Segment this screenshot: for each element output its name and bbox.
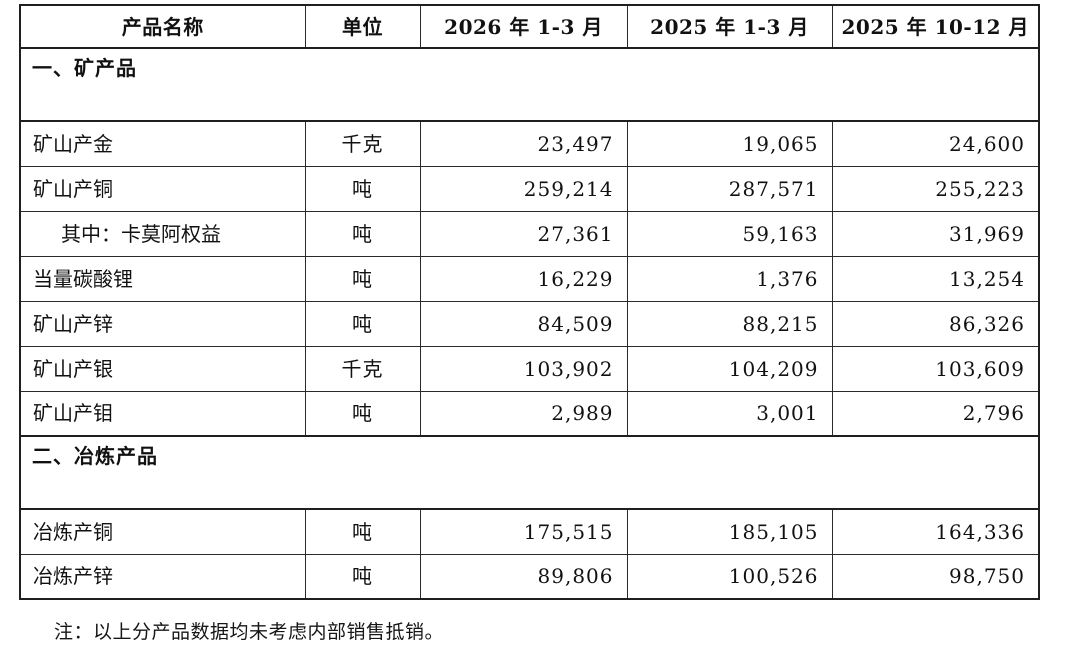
unit-value: 吨 — [304, 300, 421, 347]
section-row-mine-products: 一、矿产品 — [19, 47, 1040, 122]
value-2025-q1: 59,163 — [626, 210, 833, 257]
value-2025-q1: 88,215 — [626, 300, 833, 347]
value-2025-q4: 13,254 — [831, 255, 1040, 302]
unit-value: 吨 — [304, 165, 421, 212]
value-2026-q1: 23,497 — [419, 120, 628, 167]
document-page: 产品名称 单位 2026 年 1-3 月 2025 年 1-3 月 2025 年… — [0, 4, 1080, 667]
product-name: 矿山产锌 — [19, 300, 306, 347]
product-name: 矿山产银 — [19, 345, 306, 392]
header-period-2026-q1: 2026 年 1-3 月 — [419, 4, 628, 49]
header-row: 产品名称 单位 2026 年 1-3 月 2025 年 1-3 月 2025 年… — [19, 4, 1040, 49]
value-2025-q4: 255,223 — [831, 165, 1040, 212]
section-row-smelted-products: 二、冶炼产品 — [19, 435, 1040, 510]
table-header: 产品名称 单位 2026 年 1-3 月 2025 年 1-3 月 2025 年… — [19, 4, 1040, 49]
footnote-text: 注：以上分产品数据均未考虑内部销售抵销。 — [54, 621, 445, 643]
unit-value: 吨 — [304, 553, 421, 600]
production-volume-table: 产品名称 单位 2026 年 1-3 月 2025 年 1-3 月 2025 年… — [19, 4, 1040, 600]
value-2025-q1: 185,105 — [626, 508, 833, 555]
value-2025-q1: 287,571 — [626, 165, 833, 212]
unit-value: 吨 — [304, 508, 421, 555]
table-row-mined-copper: 矿山产铜 吨 259,214 287,571 255,223 — [19, 165, 1040, 212]
value-2026-q1: 2,989 — [419, 390, 628, 437]
table-row-mined-silver: 矿山产银 千克 103,902 104,209 103,609 — [19, 345, 1040, 392]
unit-value: 吨 — [304, 255, 421, 302]
table-row-smelted-copper: 冶炼产铜 吨 175,515 185,105 164,336 — [19, 508, 1040, 555]
value-2025-q4: 31,969 — [831, 210, 1040, 257]
value-2026-q1: 27,361 — [419, 210, 628, 257]
unit-value: 吨 — [304, 390, 421, 437]
unit-value: 千克 — [304, 120, 421, 167]
value-2025-q4: 103,609 — [831, 345, 1040, 392]
section-title: 一、矿产品 — [19, 47, 1040, 122]
value-2025-q1: 19,065 — [626, 120, 833, 167]
unit-value: 吨 — [304, 210, 421, 257]
value-2025-q1: 104,209 — [626, 345, 833, 392]
product-name: 矿山产铜 — [19, 165, 306, 212]
header-product-name: 产品名称 — [19, 4, 306, 49]
table-row-lithium-carbonate-equivalent: 当量碳酸锂 吨 16,229 1,376 13,254 — [19, 255, 1040, 302]
product-name: 矿山产金 — [19, 120, 306, 167]
value-2025-q4: 24,600 — [831, 120, 1040, 167]
value-2026-q1: 103,902 — [419, 345, 628, 392]
value-2026-q1: 89,806 — [419, 553, 628, 600]
product-name: 其中：卡莫阿权益 — [19, 210, 306, 257]
product-name: 矿山产钼 — [19, 390, 306, 437]
header-unit: 单位 — [304, 4, 421, 49]
value-2025-q4: 2,796 — [831, 390, 1040, 437]
value-2026-q1: 84,509 — [419, 300, 628, 347]
value-2025-q4: 98,750 — [831, 553, 1040, 600]
table-row-mined-zinc: 矿山产锌 吨 84,509 88,215 86,326 — [19, 300, 1040, 347]
value-2025-q1: 3,001 — [626, 390, 833, 437]
section-title: 二、冶炼产品 — [19, 435, 1040, 510]
header-period-2025-q1: 2025 年 1-3 月 — [626, 4, 833, 49]
unit-value: 千克 — [304, 345, 421, 392]
value-2026-q1: 16,229 — [419, 255, 628, 302]
table-row-mined-gold: 矿山产金 千克 23,497 19,065 24,600 — [19, 120, 1040, 167]
value-2026-q1: 175,515 — [419, 508, 628, 555]
value-2025-q4: 86,326 — [831, 300, 1040, 347]
value-2025-q1: 1,376 — [626, 255, 833, 302]
product-name: 当量碳酸锂 — [19, 255, 306, 302]
table-row-smelted-zinc: 冶炼产锌 吨 89,806 100,526 98,750 — [19, 553, 1040, 600]
product-name: 冶炼产铜 — [19, 508, 306, 555]
header-period-2025-q4: 2025 年 10-12 月 — [831, 4, 1040, 49]
value-2026-q1: 259,214 — [419, 165, 628, 212]
value-2025-q4: 164,336 — [831, 508, 1040, 555]
product-name: 冶炼产锌 — [19, 553, 306, 600]
table-row-mined-molybdenum: 矿山产钼 吨 2,989 3,001 2,796 — [19, 390, 1040, 437]
value-2025-q1: 100,526 — [626, 553, 833, 600]
table-row-kamoa-equity: 其中：卡莫阿权益 吨 27,361 59,163 31,969 — [19, 210, 1040, 257]
